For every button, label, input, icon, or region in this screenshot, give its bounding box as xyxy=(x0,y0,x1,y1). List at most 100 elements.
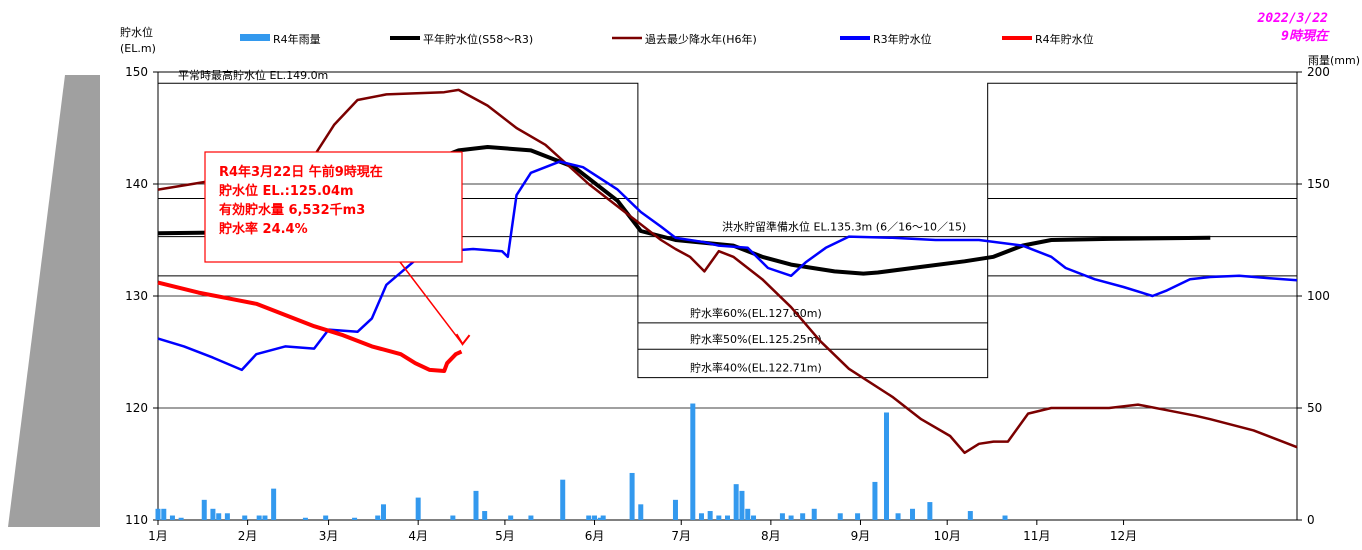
rain-bar xyxy=(739,490,745,520)
y2-tick-label: 100 xyxy=(1307,289,1330,303)
rain-bar xyxy=(224,513,230,520)
annotation-line: 貯水率 24.4% xyxy=(219,221,308,237)
rain-bar xyxy=(597,517,603,520)
legend-swatch-rain xyxy=(240,34,270,41)
x-tick-label: 2月 xyxy=(238,529,258,543)
x-tick-label: 4月 xyxy=(408,529,428,543)
rain-bar xyxy=(855,513,861,520)
rain-bar xyxy=(380,504,386,520)
rain-bar xyxy=(725,515,730,520)
dam-silhouette xyxy=(8,75,100,527)
legend-label-rain: R4年雨量 xyxy=(273,32,321,46)
rain-bar xyxy=(262,515,268,520)
rain-bar xyxy=(927,502,933,520)
rain-bar xyxy=(256,515,262,520)
ref-label-flood-prep: 洪水貯留準備水位 EL.135.3m (6／16～10／15) xyxy=(722,220,966,234)
rain-bar xyxy=(698,513,704,520)
rain-bar xyxy=(352,517,358,520)
x-tick-label: 7月 xyxy=(671,529,691,543)
y2-axis-label: 雨量(mm) xyxy=(1308,54,1360,67)
series-line-min xyxy=(157,88,1298,455)
rain-bar xyxy=(415,497,421,520)
date-stamp: 2022/3/22 xyxy=(1257,11,1329,26)
x-tick-label: 1月 xyxy=(148,529,168,543)
legend-label-r4: R4年貯水位 xyxy=(1035,32,1094,46)
annotation-line: 有効貯水量 6,532千m3 xyxy=(219,202,365,218)
x-tick-label: 9月 xyxy=(851,529,871,543)
rain-bar xyxy=(528,515,534,520)
rain-bar xyxy=(169,515,175,520)
rain-bar xyxy=(302,517,308,520)
x-tick-label: 8月 xyxy=(761,529,781,543)
ref-label-50pct: 貯水率50%(EL.125.25m) xyxy=(690,332,822,346)
y2-tick-label: 0 xyxy=(1307,513,1315,527)
rain-bar xyxy=(751,515,757,520)
legend: R4年雨量 平年貯水位(S58～R3) 過去最少降水年(H6年) R3年貯水位 R4年貯… xyxy=(240,32,1094,46)
series-line-r4 xyxy=(157,280,463,373)
rain-bar xyxy=(586,515,592,520)
rain-bar xyxy=(638,504,644,520)
rain-bar xyxy=(910,508,916,520)
rain-bar xyxy=(323,515,329,520)
rain-bar xyxy=(271,488,277,520)
rain-bar xyxy=(672,499,678,520)
y-axis-label-line2: (EL.m) xyxy=(120,42,156,55)
annotation-arrow xyxy=(399,261,464,345)
x-tick-label: 6月 xyxy=(585,529,605,543)
ref-line-high-water xyxy=(158,82,1297,379)
rain-bar xyxy=(707,511,713,520)
x-tick-label: 5月 xyxy=(495,529,515,543)
rain-bar xyxy=(629,472,635,520)
legend-label-min: 過去最少降水年(H6年) xyxy=(645,32,757,46)
annotation-arrowhead xyxy=(455,333,471,346)
y2-tick-label: 150 xyxy=(1307,177,1330,191)
y-tick-label: 110 xyxy=(125,513,148,527)
time-stamp: 9時現在 xyxy=(1281,28,1330,44)
rain-bar xyxy=(216,513,222,520)
y-tick-label: 130 xyxy=(125,289,148,303)
rain-bar xyxy=(375,515,381,520)
ref-label-40pct: 貯水率40%(EL.122.71m) xyxy=(690,361,822,375)
ref-label-high-water: 平常時最高貯水位 EL.149.0m xyxy=(178,68,328,82)
rain-bar xyxy=(155,508,161,520)
rain-bar xyxy=(1002,515,1008,520)
y-tick-label: 150 xyxy=(125,65,148,79)
legend-label-r3: R3年貯水位 xyxy=(873,32,932,46)
rain-bar xyxy=(473,490,479,520)
rain-bar xyxy=(161,508,167,520)
annotation-box xyxy=(204,151,463,263)
rain-bar xyxy=(482,511,488,520)
rain-bar xyxy=(733,484,739,520)
legend-label-normal: 平年貯水位(S58～R3) xyxy=(423,32,533,46)
ref-label-60pct: 貯水率60%(EL.127.60m) xyxy=(690,306,822,320)
x-tick-label: 3月 xyxy=(319,529,339,543)
rain-bar xyxy=(788,515,794,520)
y-axis-label-line1: 貯水位 xyxy=(120,25,153,39)
rain-bar xyxy=(745,508,751,520)
annotation-line: R4年3月22日 午前9時現在 xyxy=(219,164,383,180)
annotation-line: 貯水位 EL.:125.04m xyxy=(219,183,354,199)
series-line-r3 xyxy=(157,160,1298,372)
rain-bar xyxy=(895,513,901,520)
rain-bar xyxy=(883,412,889,520)
rain-bar xyxy=(450,515,456,520)
rain-bar xyxy=(690,403,696,520)
rain-bar xyxy=(716,515,722,520)
rain-bar xyxy=(210,508,216,520)
rain-bar xyxy=(508,515,514,520)
rain-bar xyxy=(800,513,806,520)
rain-bar xyxy=(967,511,973,520)
rain-bar xyxy=(837,513,843,520)
y-tick-label: 120 xyxy=(125,401,148,415)
plot-area: 110 120 130 140 150 0 50 100 150 200 1月 2月 3月 4月 5月 6月 7… xyxy=(125,65,1330,543)
rain-bar xyxy=(242,515,248,520)
x-tick-label: 12月 xyxy=(1110,529,1137,543)
rain-bar xyxy=(560,479,566,520)
rain-bar xyxy=(201,499,207,520)
y2-tick-label: 50 xyxy=(1307,401,1322,415)
y2-tick-label: 200 xyxy=(1307,65,1330,79)
rain-bar xyxy=(600,515,606,520)
rain-bar xyxy=(872,481,878,520)
y-tick-label: 140 xyxy=(125,177,148,191)
